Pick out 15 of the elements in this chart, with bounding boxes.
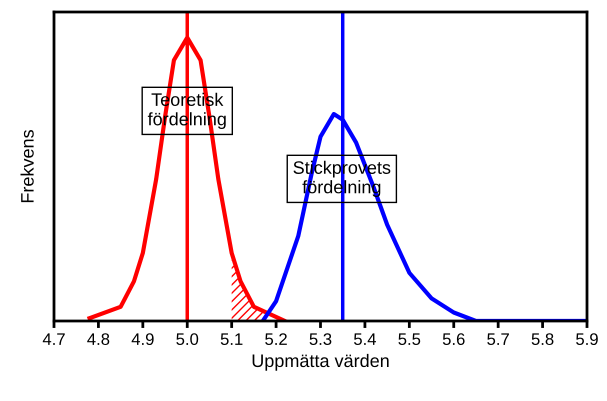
- x-tick-label: 5.2: [265, 333, 287, 346]
- y-axis-title: Frekvens: [20, 130, 34, 202]
- x-tick-label: 4.9: [132, 333, 154, 346]
- x-tick-label: 5.4: [354, 333, 376, 346]
- x-tick-label: 5.5: [398, 333, 420, 346]
- x-tick-label: 5.8: [532, 333, 554, 346]
- x-tick-label: 5.7: [487, 333, 509, 346]
- x-tick-label: 4.8: [87, 333, 110, 346]
- x-tick-label: 5.3: [310, 333, 332, 346]
- x-tick-label: 5.9: [576, 333, 598, 346]
- x-tick-label: 5.0: [176, 333, 198, 346]
- x-tick-label: 4.7: [42, 333, 65, 345]
- x-axis-title: Uppmätta värden: [252, 354, 389, 371]
- x-tick-label: 5.6: [442, 333, 465, 346]
- x-tick-label: 5.1: [220, 333, 242, 346]
